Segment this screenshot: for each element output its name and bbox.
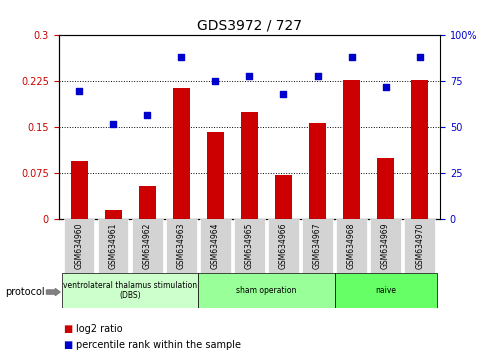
Text: GSM634962: GSM634962 bbox=[142, 222, 151, 269]
Bar bbox=[241, 112, 257, 219]
Point bbox=[143, 112, 151, 118]
FancyBboxPatch shape bbox=[334, 273, 436, 308]
FancyBboxPatch shape bbox=[302, 219, 332, 273]
Text: GSM634961: GSM634961 bbox=[108, 222, 118, 269]
Text: GSM634967: GSM634967 bbox=[312, 222, 321, 269]
Bar bbox=[274, 175, 291, 219]
Point bbox=[245, 73, 253, 79]
Point bbox=[415, 55, 423, 60]
FancyBboxPatch shape bbox=[336, 219, 366, 273]
Text: ■: ■ bbox=[63, 324, 73, 334]
FancyBboxPatch shape bbox=[165, 219, 196, 273]
FancyBboxPatch shape bbox=[234, 219, 264, 273]
Bar bbox=[410, 80, 427, 219]
Point bbox=[109, 121, 117, 127]
Text: log2 ratio: log2 ratio bbox=[76, 324, 122, 334]
Bar bbox=[376, 158, 393, 219]
FancyBboxPatch shape bbox=[404, 219, 434, 273]
Title: GDS3972 / 727: GDS3972 / 727 bbox=[197, 19, 301, 33]
Text: GSM634969: GSM634969 bbox=[380, 222, 389, 269]
Bar bbox=[206, 132, 224, 219]
Text: GSM634965: GSM634965 bbox=[244, 222, 253, 269]
Bar bbox=[172, 87, 189, 219]
Text: sham operation: sham operation bbox=[236, 286, 296, 295]
Text: GSM634968: GSM634968 bbox=[346, 222, 355, 269]
FancyBboxPatch shape bbox=[200, 219, 230, 273]
Point bbox=[75, 88, 83, 93]
Text: ■: ■ bbox=[63, 340, 73, 350]
FancyBboxPatch shape bbox=[369, 219, 400, 273]
FancyBboxPatch shape bbox=[98, 219, 128, 273]
Point bbox=[313, 73, 321, 79]
Point bbox=[279, 91, 287, 97]
Text: GSM634963: GSM634963 bbox=[177, 222, 185, 269]
Bar bbox=[139, 186, 155, 219]
FancyBboxPatch shape bbox=[267, 219, 298, 273]
FancyBboxPatch shape bbox=[198, 273, 334, 308]
Text: ventrolateral thalamus stimulation
(DBS): ventrolateral thalamus stimulation (DBS) bbox=[63, 281, 197, 300]
Point bbox=[381, 84, 389, 90]
Text: GSM634966: GSM634966 bbox=[278, 222, 287, 269]
Bar bbox=[343, 80, 359, 219]
Bar bbox=[70, 161, 87, 219]
Bar bbox=[104, 210, 122, 219]
Text: GSM634964: GSM634964 bbox=[210, 222, 220, 269]
FancyBboxPatch shape bbox=[62, 273, 198, 308]
Text: naive: naive bbox=[374, 286, 395, 295]
Point bbox=[347, 55, 355, 60]
FancyBboxPatch shape bbox=[132, 219, 162, 273]
Point bbox=[177, 55, 185, 60]
Text: GSM634970: GSM634970 bbox=[414, 222, 423, 269]
Text: protocol: protocol bbox=[5, 287, 44, 297]
FancyBboxPatch shape bbox=[63, 219, 94, 273]
Point bbox=[211, 79, 219, 84]
Bar bbox=[308, 123, 325, 219]
Text: GSM634960: GSM634960 bbox=[75, 222, 83, 269]
Text: percentile rank within the sample: percentile rank within the sample bbox=[76, 340, 240, 350]
